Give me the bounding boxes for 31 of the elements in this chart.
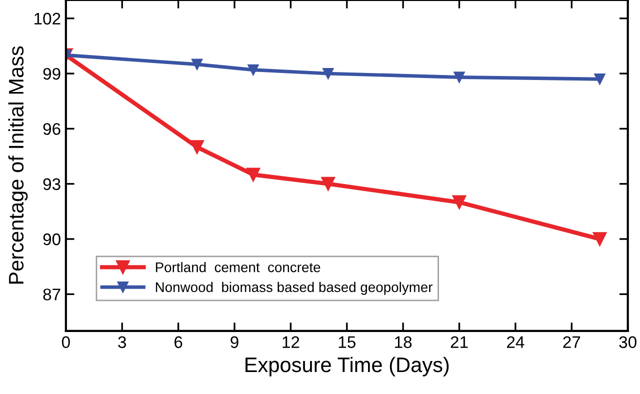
x-tick-label: 21 [450,336,468,348]
x-tick-label: 30 [619,336,636,348]
point [592,232,607,246]
point [454,72,465,83]
y-axis-title: Percentage of Initial Mass [8,46,28,284]
x-tick-label: 3 [118,336,126,348]
point [191,58,203,70]
point [452,195,466,210]
point [321,176,336,191]
legend-label: Nonwood biomass based based geopolymer [156,282,433,295]
x-tick-label: 9 [230,336,238,348]
point [248,64,259,76]
point [594,74,606,85]
y-tick-label: 99 [43,68,60,80]
x-tick-label: 24 [507,336,524,348]
y-tick-label: 90 [43,233,60,246]
x-tick-label: 27 [563,336,580,348]
point [322,68,334,80]
y-tick-label: 93 [43,178,60,190]
point [190,140,204,154]
x-tick-label: 0 [62,336,70,348]
point [246,168,260,182]
y-tick-label: 102 [34,12,60,25]
x-tick-label: 12 [282,336,300,348]
legend-label: Portland cement concrete [156,262,320,272]
x-tick-label: 15 [338,336,356,348]
y-tick-label: 96 [43,123,60,135]
x-tick-label: 6 [174,336,182,348]
x-tick-label: 18 [395,336,412,348]
x-axis-title: Exposure Time (Days) [246,356,449,376]
y-tick-label: 87 [43,288,60,300]
